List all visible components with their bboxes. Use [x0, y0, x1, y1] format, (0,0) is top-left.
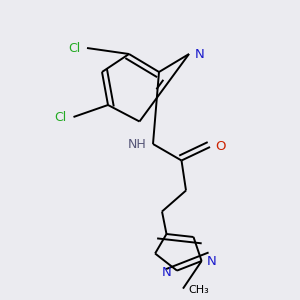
- Text: N: N: [207, 255, 217, 268]
- Text: Cl: Cl: [68, 42, 80, 55]
- Text: CH₃: CH₃: [188, 285, 209, 295]
- Text: Cl: Cl: [54, 111, 67, 124]
- Text: N: N: [194, 47, 204, 61]
- Text: NH: NH: [128, 138, 146, 151]
- Text: O: O: [215, 140, 226, 153]
- Text: N: N: [162, 266, 172, 279]
